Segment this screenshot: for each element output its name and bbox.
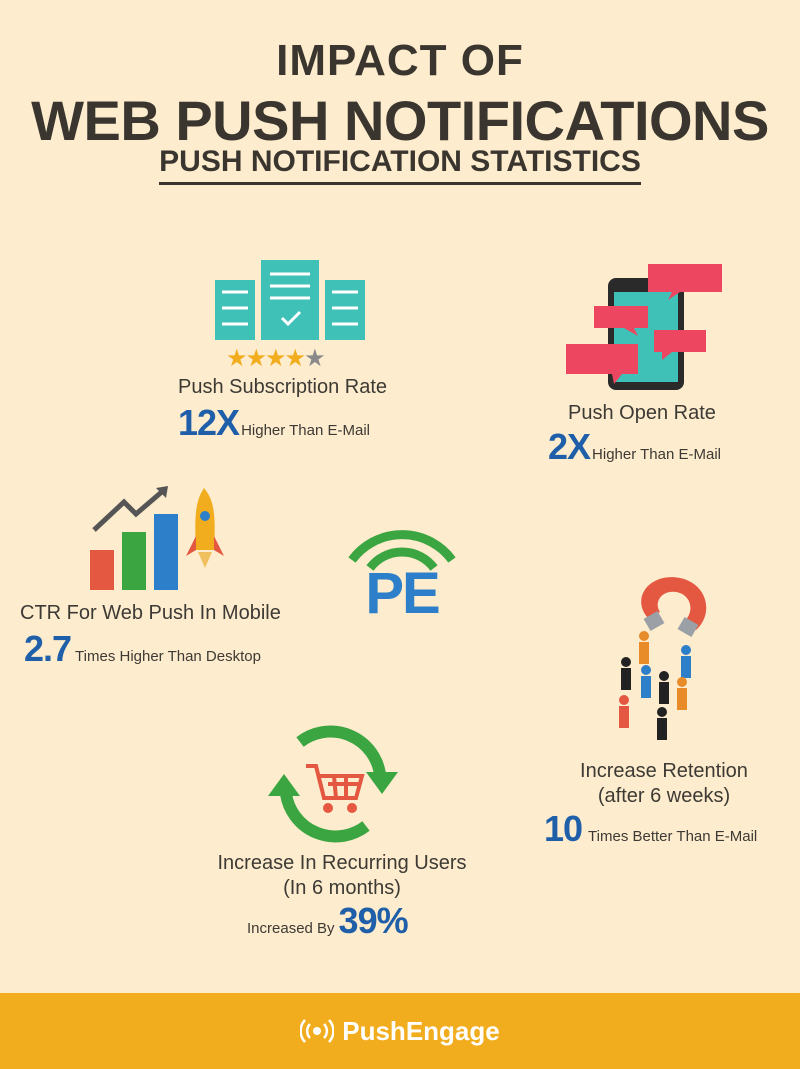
- rating-stars: ★★★★★: [226, 344, 326, 373]
- recurring-prefix: Increased By: [247, 920, 335, 937]
- people-cluster: [619, 631, 691, 740]
- title-line-2: WEB PUSH NOTIFICATIONS: [31, 89, 769, 152]
- magnet-people-icon: [619, 577, 707, 740]
- brand-name: PushEngage: [342, 1015, 500, 1046]
- recurring-label-1: Increase In Recurring Users: [217, 852, 467, 874]
- cart-icon: [306, 764, 365, 800]
- ctr-value: 2.7: [24, 628, 72, 669]
- documents-icon: [215, 260, 365, 340]
- retention-label-2: (after 6 weeks): [597, 785, 731, 807]
- star-icon: ★: [245, 345, 267, 372]
- recurring-cart-icon: [268, 725, 398, 843]
- subscription-suffix: Higher Than E-Mail: [241, 422, 371, 439]
- recurring-label-2: (In 6 months): [283, 877, 401, 899]
- star-icon: ★: [284, 345, 306, 372]
- open-rate-suffix: Higher Than E-Mail: [592, 446, 721, 463]
- pe-logo-text: PE: [365, 561, 440, 626]
- signal-icon: [348, 530, 456, 571]
- subtitle-text: PUSH NOTIFICATION STATISTICS: [159, 145, 641, 185]
- phone-messages-icon: [566, 264, 722, 390]
- ctr-label: CTR For Web Push In Mobile: [20, 602, 281, 624]
- open-rate-label: Push Open Rate: [568, 402, 716, 424]
- broadcast-icon: [300, 1019, 335, 1043]
- open-rate-value: 2X: [548, 426, 591, 467]
- growth-chart-icon: [90, 486, 224, 590]
- retention-suffix: Times Better Than E-Mail: [588, 828, 758, 845]
- retention-label-1: Increase Retention: [580, 760, 748, 782]
- footer-bar: PushEngage: [0, 993, 800, 1069]
- star-half-icon: ★: [304, 345, 325, 372]
- star-icon: ★: [265, 345, 286, 372]
- recurring-value: 39%: [338, 900, 409, 941]
- subtitle: PUSH NOTIFICATION STATISTICS: [0, 145, 800, 185]
- subscription-value: 12X: [178, 402, 240, 443]
- title-line-1: IMPACT OF: [276, 36, 524, 85]
- subscription-label: Push Subscription Rate: [178, 376, 388, 398]
- star-icon: ★: [226, 345, 247, 372]
- retention-value: 10: [544, 808, 583, 849]
- ctr-suffix: Times Higher Than Desktop: [75, 648, 261, 665]
